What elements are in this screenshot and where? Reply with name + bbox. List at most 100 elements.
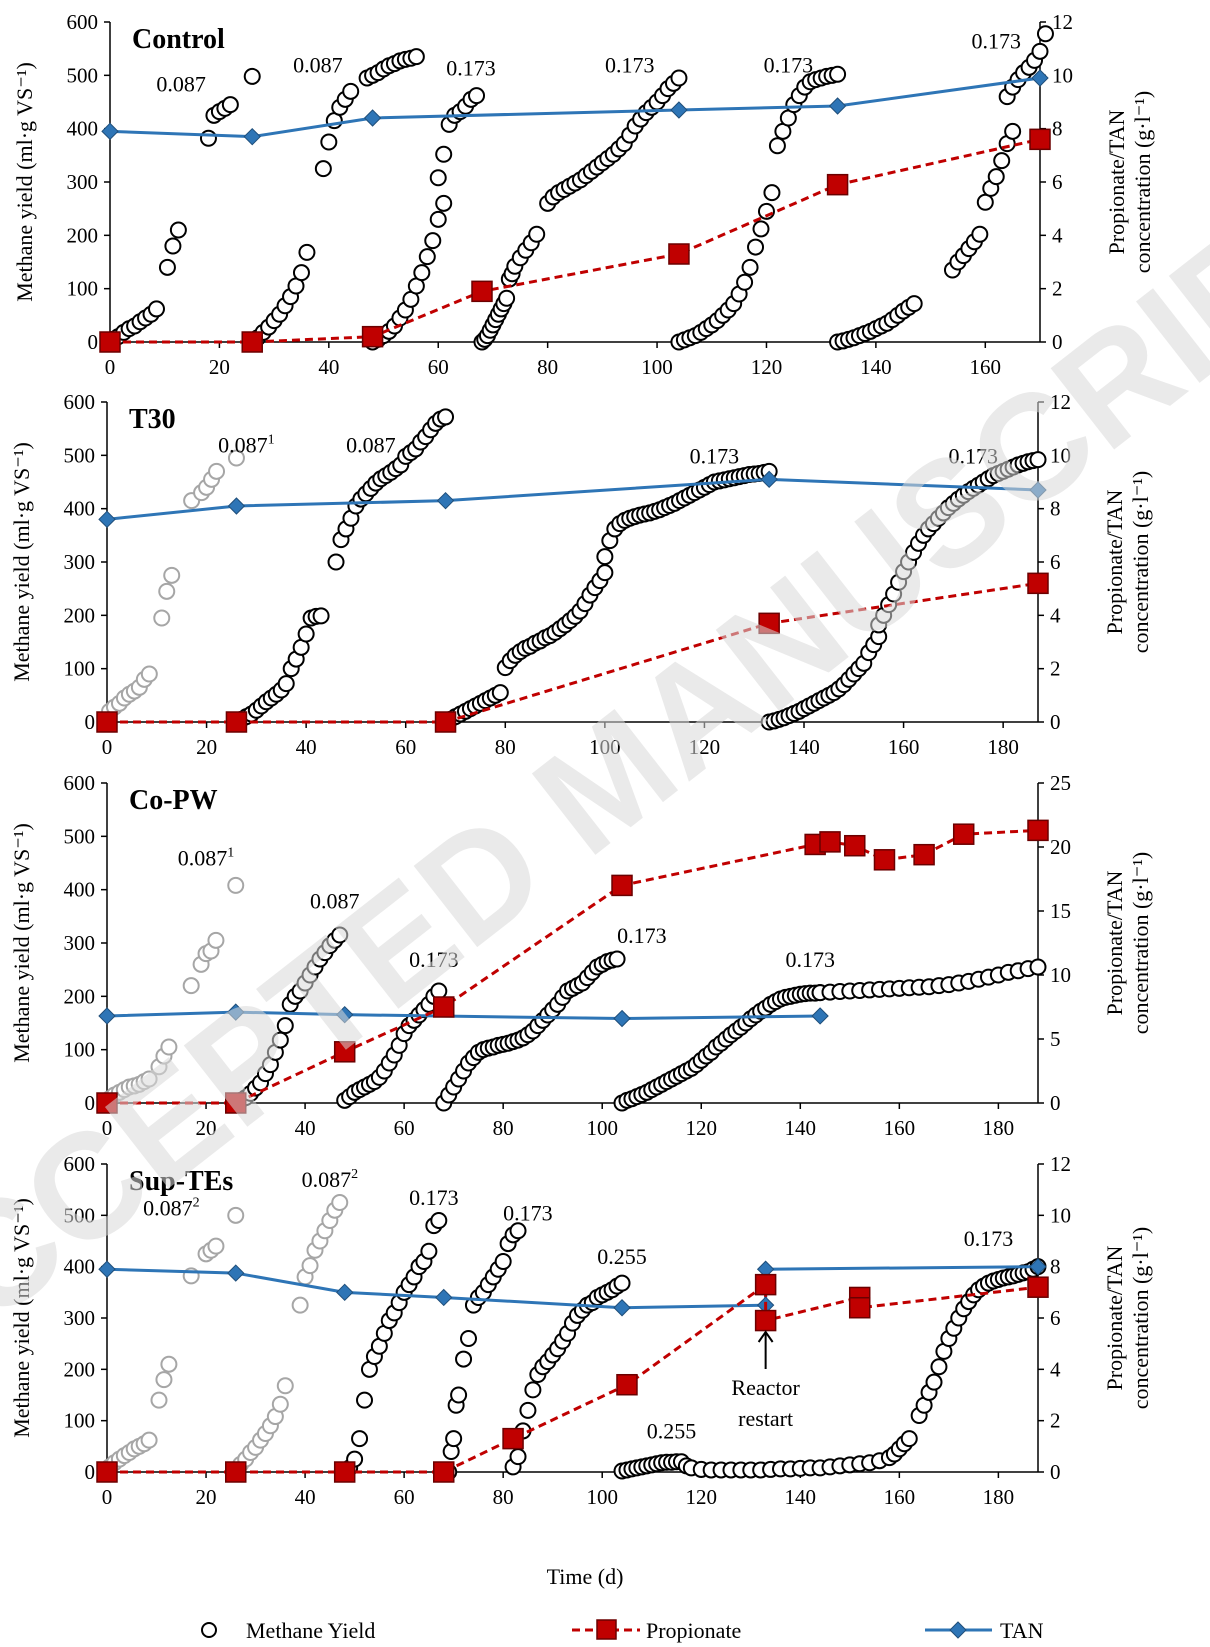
panel-title: Co-PW (129, 785, 218, 816)
olr-annotation: 0.173 (764, 53, 814, 78)
x-tick-label: 120 (686, 1485, 718, 1509)
propionate-point (754, 1309, 777, 1332)
propionate-point (241, 331, 263, 353)
propionate-point (848, 1296, 871, 1319)
methane-point (292, 264, 310, 282)
y-axis-label: Methane yield (ml·g VS⁻¹) (9, 1198, 34, 1438)
methane-point (509, 1222, 527, 1240)
methane-point (221, 96, 239, 114)
y2-tick-label: 6 (1052, 170, 1063, 194)
restart-annotation-line1: Reactor (731, 1375, 800, 1400)
methane-point (351, 1430, 369, 1448)
y2-tick-label: 15 (1050, 899, 1071, 923)
methane-point (670, 69, 688, 87)
methane-point (314, 160, 332, 178)
y-tick-label: 200 (67, 223, 99, 247)
methane-point (208, 462, 226, 480)
methane-point (291, 1296, 309, 1314)
tan-point (227, 497, 246, 515)
x-tick-label: 120 (751, 355, 783, 379)
olr-annotation-value: 0.255 (647, 1419, 697, 1444)
methane-point (418, 248, 436, 266)
propionate-point (913, 843, 935, 866)
propionate-point (1027, 819, 1049, 842)
methane-point (276, 1017, 294, 1035)
y-axis-label: Methane yield (ml·g VS⁻¹) (9, 823, 34, 1063)
legend-item-methane: Methane Yield (201, 1618, 375, 1643)
propionate-point (96, 1092, 118, 1114)
propionate-point (471, 280, 493, 303)
y2-tick-label: 10 (1050, 443, 1071, 467)
olr-annotation-value: 0.173 (971, 29, 1021, 54)
olr-annotation-value: 0.173 (605, 53, 655, 78)
y-tick-label: 200 (64, 984, 96, 1008)
tan-point (363, 109, 382, 127)
tan-point (811, 1007, 829, 1025)
y-tick-label: 600 (67, 10, 99, 34)
methane-point (420, 1242, 438, 1260)
olr-annotation-value: 0.087 (293, 53, 343, 78)
x-tick-label: 60 (428, 355, 449, 379)
y2-tick-label: 10 (1052, 63, 1073, 87)
methane-point (763, 184, 781, 202)
methane-point (494, 1253, 512, 1271)
propionate-point (826, 173, 849, 196)
propionate-point (873, 849, 896, 871)
tan-point (670, 101, 688, 119)
legend-item-propionate: Propionate (572, 1618, 741, 1643)
legend-methane-marker (201, 1622, 217, 1638)
propionate-line (107, 581, 1039, 724)
olr-annotation: 0.173 (446, 55, 496, 80)
y2-tick-label: 2 (1050, 657, 1061, 681)
chart-panels: 0 20 40 60 80 100 120 140 1600100200300400500600… (9, 10, 1155, 1509)
methane-point (900, 1430, 918, 1448)
olr-annotation-footnote: 2 (193, 1195, 200, 1210)
y-tick-label: 400 (64, 878, 96, 902)
olr-annotation: 0.173 (409, 1185, 459, 1210)
methane-point (971, 225, 989, 243)
y2-tick-label: 8 (1050, 1255, 1061, 1279)
legend-propionate-marker (596, 1619, 617, 1640)
methane-point (768, 137, 786, 155)
olr-annotation-value: 0.087 (310, 888, 360, 913)
olr-annotation: 0.0871 (218, 433, 275, 458)
methane-point (207, 931, 225, 949)
y2-tick-label: 10 (1050, 963, 1071, 987)
methane-point (271, 1031, 289, 1049)
propionate-point (1027, 1276, 1049, 1298)
legend-tan-label: TAN (1000, 1618, 1044, 1643)
propionate-point (225, 711, 248, 733)
y2-axis-label-line1: Propionate/TAN (1102, 489, 1127, 634)
tan-line (106, 477, 1039, 521)
methane-point (429, 169, 447, 187)
x-axis-label: Time (d) (547, 1564, 624, 1589)
olr-annotation-value: 0.087 (143, 1195, 193, 1220)
methane-point (153, 609, 171, 627)
methane-point (158, 258, 176, 276)
propionate-point (432, 996, 455, 1018)
y-tick-label: 600 (64, 1152, 96, 1176)
methane-point (596, 548, 614, 566)
x-tick-label: 80 (493, 1116, 514, 1140)
propionate-point (502, 1427, 524, 1450)
legend-item-tan: TAN (925, 1618, 1044, 1643)
olr-annotation-value: 0.087 (218, 433, 268, 458)
propionate-point (434, 711, 457, 733)
olr-annotation-value: 0.173 (949, 443, 999, 468)
methane-point (140, 1070, 158, 1088)
x-tick-label: 100 (586, 1485, 618, 1509)
methane-point (752, 220, 770, 238)
methane-point (1029, 958, 1047, 976)
x-tick-label: 60 (394, 1485, 415, 1509)
tan-point (98, 1260, 116, 1278)
methane-point (320, 133, 338, 151)
y-tick-label: 100 (64, 1038, 96, 1062)
methane-point (445, 1430, 463, 1448)
olr-annotation-value: 0.173 (503, 1200, 553, 1225)
methane-point (608, 950, 626, 968)
methane-point (528, 225, 546, 243)
x-tick-label: 100 (586, 1116, 618, 1140)
propionate-point (611, 874, 633, 897)
y2-tick-label: 12 (1050, 1152, 1071, 1176)
olr-annotation-value: 0.087 (178, 846, 228, 871)
